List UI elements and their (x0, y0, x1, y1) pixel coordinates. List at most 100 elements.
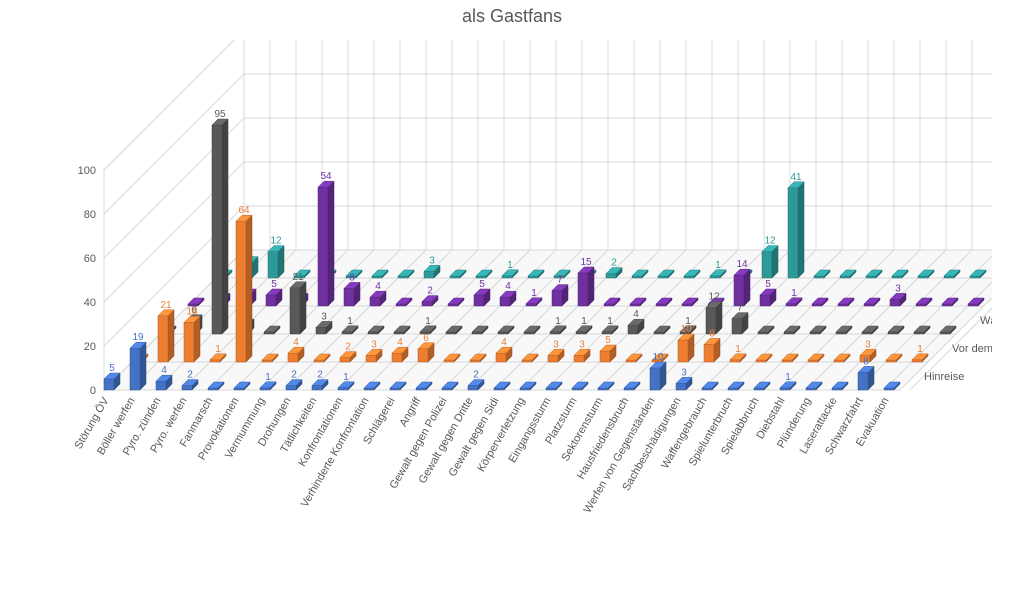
series-label: Hinreise (924, 371, 964, 383)
bar (762, 252, 772, 278)
bar (104, 379, 114, 390)
bar (396, 304, 406, 306)
bar (710, 276, 720, 278)
bar (658, 276, 668, 278)
bar (502, 276, 512, 278)
bar (340, 358, 350, 362)
y-tick-label: 60 (84, 253, 96, 265)
bar (494, 388, 504, 390)
bar (838, 304, 848, 306)
data-label: 8 (709, 328, 715, 339)
bar (656, 304, 666, 306)
data-label: 4 (375, 281, 381, 292)
bar (184, 322, 194, 362)
bar (442, 388, 452, 390)
bar (372, 276, 382, 278)
data-label: 1 (785, 372, 791, 383)
data-label: 3 (553, 339, 559, 350)
data-label: 1 (265, 372, 271, 383)
bar (212, 125, 222, 334)
bar (208, 388, 218, 390)
bar (760, 295, 770, 306)
y-tick-label: 40 (84, 297, 96, 309)
data-label: 41 (790, 172, 802, 183)
bar (448, 304, 458, 306)
bar (524, 332, 534, 334)
bar (756, 360, 766, 362)
data-label: 64 (238, 205, 250, 216)
bar (806, 388, 816, 390)
bar (884, 388, 894, 390)
data-label: 95 (214, 109, 226, 120)
bar (338, 388, 348, 390)
bar (474, 295, 484, 306)
y-tick-label: 0 (90, 385, 96, 397)
bar (552, 291, 562, 306)
bar (944, 276, 954, 278)
bar (158, 316, 168, 362)
bar (364, 388, 374, 390)
data-label: 1 (715, 260, 721, 271)
data-label: 3 (895, 283, 901, 294)
category-label: Angriff (397, 395, 424, 429)
bar (418, 349, 428, 362)
bar (574, 355, 584, 362)
bar (130, 348, 140, 390)
bar (290, 288, 300, 334)
bar (548, 355, 558, 362)
bar (676, 383, 686, 390)
data-label: 1 (347, 316, 353, 327)
bar (914, 332, 924, 334)
bar (392, 353, 402, 362)
data-label: 4 (633, 309, 639, 320)
y-tick-label: 20 (84, 341, 96, 353)
data-label: 1 (343, 372, 349, 383)
bar (470, 360, 480, 362)
bar (424, 271, 434, 278)
bar (678, 340, 688, 362)
bar (628, 325, 638, 334)
data-label: 5 (271, 279, 277, 290)
data-label: 3 (321, 311, 327, 322)
bar (398, 276, 408, 278)
bar (368, 332, 378, 334)
bar (734, 275, 744, 306)
bar (786, 304, 796, 306)
bar (836, 332, 846, 334)
data-label: 1 (607, 316, 613, 327)
bar (728, 388, 738, 390)
bar (758, 332, 768, 334)
bar (834, 360, 844, 362)
bar (808, 360, 818, 362)
data-label: 14 (736, 259, 748, 270)
bar (754, 388, 764, 390)
bar (812, 304, 822, 306)
bar (654, 332, 664, 334)
data-label: 3 (371, 339, 377, 350)
bar (498, 332, 508, 334)
bar (704, 344, 714, 362)
data-label: 4 (505, 281, 511, 292)
data-label: 4 (293, 337, 299, 348)
bar (422, 302, 432, 306)
bar (814, 276, 824, 278)
bar (288, 353, 298, 362)
data-label: 8 (863, 356, 869, 367)
bar (864, 304, 874, 306)
bar (942, 304, 952, 306)
bar (260, 388, 270, 390)
bar (602, 332, 612, 334)
data-label: 3 (429, 255, 435, 266)
bar (236, 221, 246, 362)
bar (526, 304, 536, 306)
bar (968, 304, 978, 306)
bar (316, 327, 326, 334)
bar (286, 386, 296, 390)
bar (650, 368, 660, 390)
data-label: 4 (161, 365, 167, 376)
data-label: 10 (652, 352, 664, 363)
bar (626, 360, 636, 362)
bar (344, 288, 354, 306)
data-label: 12 (764, 236, 776, 247)
bar (314, 360, 324, 362)
